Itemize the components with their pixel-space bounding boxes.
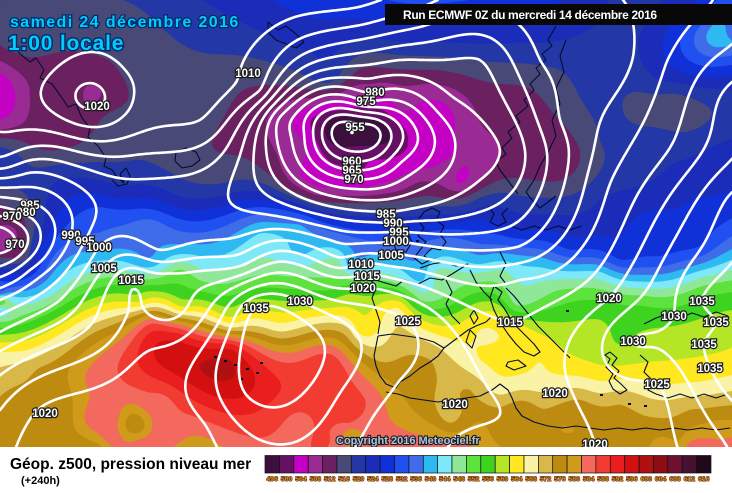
svg-text:536: 536 (410, 476, 422, 483)
svg-text:616: 616 (698, 476, 710, 483)
svg-text:1035: 1035 (703, 317, 729, 329)
svg-text:975: 975 (356, 96, 376, 108)
svg-text:960: 960 (342, 156, 361, 168)
svg-text:552: 552 (468, 476, 480, 483)
svg-text:584: 584 (583, 476, 595, 483)
svg-text:990: 990 (61, 230, 80, 242)
svg-text:524: 524 (367, 476, 379, 483)
svg-text:1025: 1025 (395, 316, 421, 328)
svg-text:520: 520 (353, 476, 365, 483)
svg-text:samedi 24 décembre 2016: samedi 24 décembre 2016 (10, 14, 240, 31)
svg-text:1025: 1025 (644, 379, 670, 391)
svg-text:1035: 1035 (691, 339, 717, 351)
svg-text:970: 970 (2, 211, 21, 223)
svg-text:995: 995 (389, 227, 409, 239)
svg-text:1005: 1005 (378, 250, 404, 262)
svg-text:1035: 1035 (243, 303, 269, 315)
svg-text:1010: 1010 (348, 259, 374, 271)
svg-text:1020: 1020 (350, 283, 376, 295)
svg-text:Géop. z500, pression niveau me: Géop. z500, pression niveau mer (10, 456, 251, 473)
svg-text:512: 512 (324, 476, 336, 483)
svg-text:580: 580 (569, 476, 581, 483)
svg-text:604: 604 (655, 476, 667, 483)
svg-text:528: 528 (382, 476, 394, 483)
svg-text:544: 544 (439, 476, 451, 483)
svg-text:596: 596 (626, 476, 638, 483)
svg-text:1030: 1030 (661, 311, 687, 323)
svg-text:970: 970 (5, 239, 24, 251)
svg-text:1030: 1030 (287, 296, 313, 308)
svg-text:1020: 1020 (32, 408, 58, 420)
svg-text:980: 980 (365, 87, 384, 99)
svg-text:568: 568 (526, 476, 538, 483)
svg-text:548: 548 (454, 476, 466, 483)
svg-text:1000: 1000 (383, 236, 409, 248)
svg-text:1015: 1015 (354, 271, 380, 283)
svg-text:965: 965 (342, 165, 362, 177)
svg-text:1000: 1000 (86, 242, 112, 254)
svg-text:1015: 1015 (118, 275, 144, 287)
svg-text:540: 540 (425, 476, 437, 483)
svg-text:516: 516 (338, 476, 350, 483)
svg-text:564: 564 (511, 476, 523, 483)
svg-text:Copyright 2016 Meteociel.fr: Copyright 2016 Meteociel.fr (336, 435, 480, 447)
svg-text:600: 600 (641, 476, 653, 483)
svg-text:500: 500 (281, 476, 293, 483)
svg-text:572: 572 (540, 476, 552, 483)
svg-text:608: 608 (669, 476, 681, 483)
svg-text:985: 985 (376, 209, 396, 221)
svg-text:1010: 1010 (235, 68, 261, 80)
svg-text:612: 612 (684, 476, 696, 483)
svg-text:1035: 1035 (689, 296, 715, 308)
svg-text:496: 496 (267, 476, 279, 483)
svg-text:1015: 1015 (497, 317, 523, 329)
svg-text:592: 592 (612, 476, 624, 483)
svg-text:1020: 1020 (596, 293, 622, 305)
svg-text:1020: 1020 (542, 388, 568, 400)
svg-text:576: 576 (554, 476, 566, 483)
svg-text:1:00 locale: 1:00 locale (8, 32, 124, 55)
svg-text:504: 504 (295, 476, 307, 483)
svg-text:Run ECMWF 0Z du mercredi 14 dé: Run ECMWF 0Z du mercredi 14 décembre 201… (403, 8, 657, 22)
svg-text:955: 955 (345, 122, 365, 134)
svg-text:985: 985 (20, 200, 40, 212)
svg-text:532: 532 (396, 476, 408, 483)
svg-text:995: 995 (75, 236, 95, 248)
svg-text:1030: 1030 (620, 336, 646, 348)
svg-text:970: 970 (344, 174, 363, 186)
svg-text:(+240h): (+240h) (21, 475, 60, 487)
svg-text:556: 556 (482, 476, 494, 483)
svg-text:990: 990 (383, 218, 402, 230)
svg-text:560: 560 (497, 476, 509, 483)
svg-text:1035: 1035 (697, 363, 723, 375)
svg-text:1005: 1005 (91, 263, 117, 275)
svg-text:980: 980 (16, 207, 35, 219)
svg-text:1020: 1020 (84, 101, 110, 113)
svg-text:508: 508 (310, 476, 322, 483)
svg-text:588: 588 (597, 476, 609, 483)
svg-text:1020: 1020 (442, 399, 468, 411)
